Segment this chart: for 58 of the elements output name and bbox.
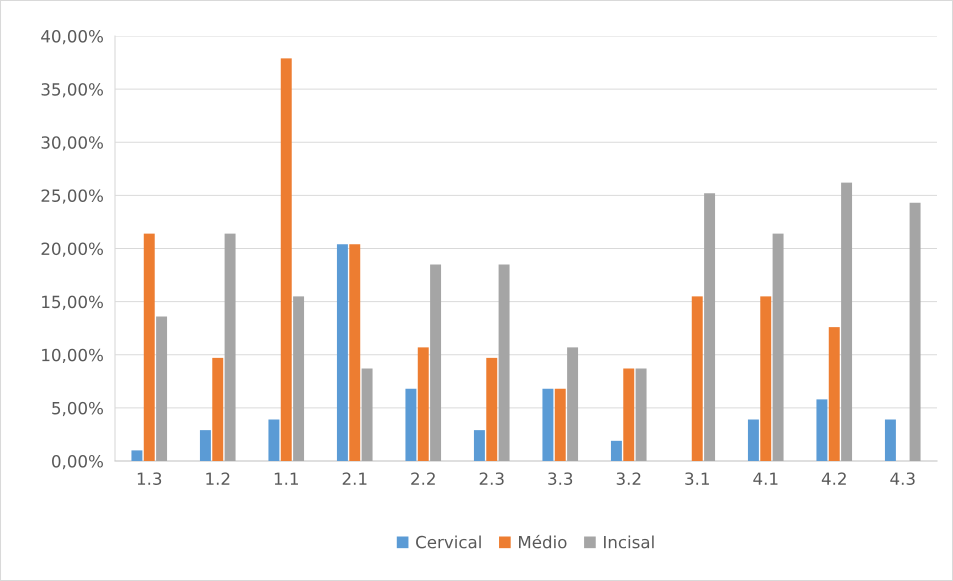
bar bbox=[692, 296, 703, 461]
y-tick-label: 20,00% bbox=[42, 242, 103, 257]
bar bbox=[772, 234, 784, 461]
y-tick-label: 30,00% bbox=[42, 136, 103, 151]
bar bbox=[748, 420, 759, 461]
bar bbox=[268, 420, 280, 461]
x-tick-label: 3.1 bbox=[685, 472, 709, 486]
x-tick-label: 4.2 bbox=[822, 472, 846, 485]
y-tick-label: 10,00% bbox=[42, 348, 103, 364]
x-tick-label: 3.2 bbox=[616, 472, 640, 486]
bar bbox=[200, 430, 211, 461]
bar bbox=[430, 264, 442, 461]
x-tick-label: 1.1 bbox=[274, 472, 298, 485]
y-tick-label: 25,00% bbox=[42, 189, 103, 204]
bar bbox=[636, 368, 647, 461]
bar bbox=[567, 347, 578, 461]
bar bbox=[486, 358, 498, 461]
x-tick-label: 4.1 bbox=[753, 472, 778, 485]
y-tick-label: 0,00% bbox=[52, 454, 103, 470]
x-tick-label: 1.3 bbox=[138, 472, 162, 486]
y-tick-label: 40,00% bbox=[41, 30, 103, 44]
bar bbox=[884, 420, 896, 461]
bar bbox=[610, 440, 622, 461]
legend-label: Médio bbox=[519, 534, 566, 548]
bar bbox=[349, 244, 360, 461]
bar bbox=[554, 388, 566, 461]
bar bbox=[828, 327, 840, 461]
legend-label: Cervical bbox=[416, 536, 481, 548]
bar bbox=[131, 450, 142, 461]
bar bbox=[212, 358, 224, 461]
bar bbox=[336, 244, 348, 461]
bar bbox=[293, 296, 304, 461]
bar bbox=[623, 368, 634, 461]
bar bbox=[144, 234, 155, 461]
bar bbox=[224, 234, 236, 461]
bar bbox=[405, 388, 416, 461]
bar bbox=[498, 264, 510, 461]
x-tick-label: 3.3 bbox=[548, 472, 572, 486]
x-tick-label: 2.2 bbox=[411, 472, 435, 485]
bar bbox=[910, 202, 921, 461]
x-tick-label: 1.2 bbox=[206, 472, 230, 485]
bar bbox=[474, 430, 485, 461]
y-tick-label: 15,00% bbox=[42, 296, 103, 310]
bar bbox=[816, 399, 828, 461]
bar bbox=[704, 193, 716, 461]
x-tick-label: 4.3 bbox=[890, 472, 915, 486]
x-tick-label: 2.3 bbox=[480, 472, 504, 486]
bar bbox=[280, 58, 292, 461]
bar bbox=[760, 296, 772, 461]
x-tick-label: 2.1 bbox=[342, 472, 366, 485]
legend-label: Incisal bbox=[604, 536, 654, 548]
bar bbox=[156, 316, 168, 461]
bar bbox=[362, 368, 373, 461]
bar bbox=[542, 388, 554, 461]
y-tick-label: 35,00% bbox=[42, 83, 103, 98]
bar bbox=[841, 182, 852, 461]
bar bbox=[418, 347, 429, 461]
y-tick-label: 5,00% bbox=[52, 402, 103, 416]
